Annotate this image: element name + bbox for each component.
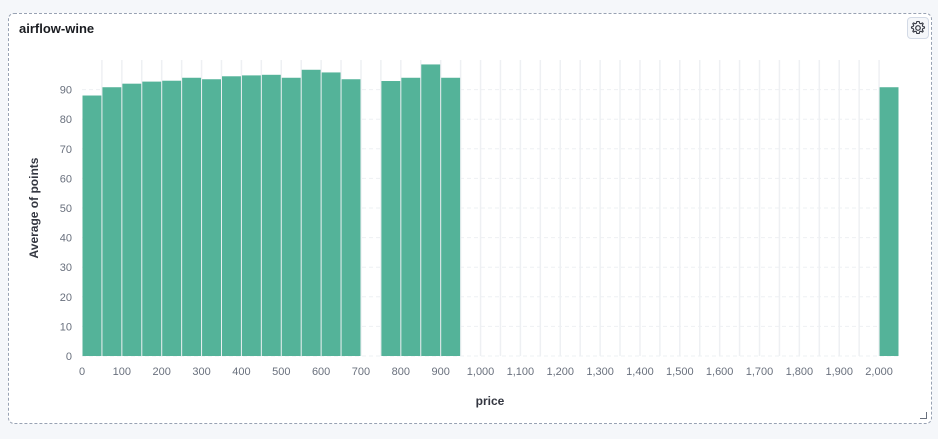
y-tick-label: 30 — [60, 262, 72, 274]
bar[interactable] — [341, 79, 361, 357]
settings-button[interactable] — [907, 17, 929, 39]
y-tick-label: 20 — [60, 292, 72, 304]
bar[interactable] — [301, 69, 321, 356]
x-tick-label: 2,000 — [865, 366, 893, 378]
bar[interactable] — [321, 72, 341, 356]
bar[interactable] — [441, 77, 461, 356]
bar[interactable] — [281, 77, 301, 356]
x-tick-label: 1,400 — [626, 366, 654, 378]
bar[interactable] — [202, 79, 221, 357]
x-tick-label: 500 — [272, 366, 290, 378]
bar[interactable] — [401, 77, 421, 356]
x-tick-label: 400 — [232, 366, 250, 378]
bar[interactable] — [421, 64, 441, 356]
bar[interactable] — [122, 83, 142, 357]
y-tick-label: 90 — [60, 85, 72, 97]
panel-title: airflow-wine — [19, 21, 95, 36]
x-tick-label: 100 — [113, 366, 131, 378]
x-tick-label: 900 — [432, 366, 450, 378]
y-tick-label: 10 — [60, 321, 72, 333]
x-tick-label: 700 — [352, 366, 370, 378]
x-tick-label: 1,600 — [706, 366, 734, 378]
resize-handle-icon[interactable] — [920, 412, 927, 419]
x-tick-label: 1,300 — [586, 366, 614, 378]
x-tick-label: 300 — [192, 366, 210, 378]
x-axis-label: price — [476, 394, 505, 408]
x-tick-label: 200 — [153, 366, 171, 378]
bar[interactable] — [241, 75, 261, 356]
x-tick-label: 800 — [392, 366, 410, 378]
y-tick-label: 40 — [60, 233, 72, 245]
y-tick-label: 0 — [66, 351, 72, 363]
y-axis-label: Average of points — [27, 157, 41, 258]
x-tick-label: 1,000 — [467, 366, 495, 378]
bar[interactable] — [879, 87, 899, 357]
x-tick-label: 1,900 — [825, 366, 853, 378]
bar[interactable] — [142, 81, 162, 356]
y-tick-label: 70 — [60, 144, 72, 156]
bar[interactable] — [381, 81, 401, 357]
y-tick-label: 60 — [60, 173, 72, 185]
gear-icon — [910, 20, 926, 35]
x-tick-label: 1,700 — [746, 366, 774, 378]
bar[interactable] — [221, 76, 241, 356]
bar[interactable] — [182, 77, 202, 356]
x-tick-label: 600 — [312, 366, 330, 378]
bar[interactable] — [82, 95, 102, 357]
x-tick-label: 1,200 — [546, 366, 574, 378]
y-tick-label: 80 — [60, 114, 72, 126]
bar[interactable] — [162, 80, 182, 356]
x-tick-label: 0 — [79, 366, 85, 378]
y-tick-label: 50 — [60, 203, 72, 215]
bar[interactable] — [102, 87, 122, 357]
x-tick-label: 1,100 — [507, 366, 535, 378]
x-tick-label: 1,500 — [666, 366, 694, 378]
bar[interactable] — [261, 74, 281, 357]
x-tick-label: 1,800 — [786, 366, 814, 378]
